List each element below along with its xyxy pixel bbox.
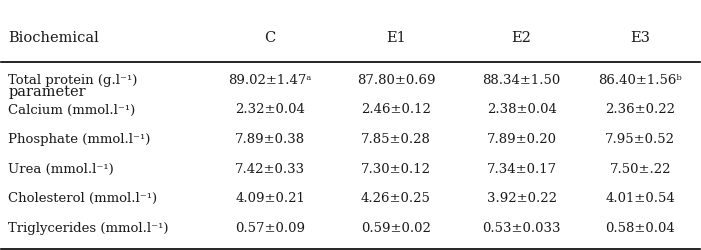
Text: 0.58±0.04: 0.58±0.04 — [606, 222, 675, 235]
Text: Urea (mmol.l⁻¹): Urea (mmol.l⁻¹) — [8, 163, 114, 176]
Text: 2.36±0.22: 2.36±0.22 — [605, 104, 675, 117]
Text: 86.40±1.56ᵇ: 86.40±1.56ᵇ — [599, 74, 682, 87]
Text: 89.02±1.47ᵃ: 89.02±1.47ᵃ — [229, 74, 312, 87]
Text: 3.92±0.22: 3.92±0.22 — [486, 192, 557, 205]
Text: E2: E2 — [512, 31, 531, 45]
Text: 7.89±0.20: 7.89±0.20 — [486, 133, 557, 146]
Text: 7.89±0.38: 7.89±0.38 — [235, 133, 305, 146]
Text: 7.30±0.12: 7.30±0.12 — [361, 163, 431, 176]
Text: Triglycerides (mmol.l⁻¹): Triglycerides (mmol.l⁻¹) — [8, 222, 169, 235]
Text: Biochemical: Biochemical — [8, 31, 99, 45]
Text: 2.32±0.04: 2.32±0.04 — [236, 104, 305, 117]
Text: 2.46±0.12: 2.46±0.12 — [361, 104, 431, 117]
Text: 4.01±0.54: 4.01±0.54 — [606, 192, 675, 205]
Text: E3: E3 — [630, 31, 651, 45]
Text: 0.57±0.09: 0.57±0.09 — [236, 222, 305, 235]
Text: E1: E1 — [386, 31, 406, 45]
Text: 7.42±0.33: 7.42±0.33 — [235, 163, 305, 176]
Text: Calcium (mmol.l⁻¹): Calcium (mmol.l⁻¹) — [8, 104, 135, 117]
Text: C: C — [264, 31, 275, 45]
Text: 7.95±0.52: 7.95±0.52 — [605, 133, 675, 146]
Text: Cholesterol (mmol.l⁻¹): Cholesterol (mmol.l⁻¹) — [8, 192, 158, 205]
Text: 7.50±.22: 7.50±.22 — [609, 163, 671, 176]
Text: 4.26±0.25: 4.26±0.25 — [361, 192, 431, 205]
Text: Total protein (g.l⁻¹): Total protein (g.l⁻¹) — [8, 74, 137, 87]
Text: 7.34±0.17: 7.34±0.17 — [486, 163, 557, 176]
Text: 0.53±0.033: 0.53±0.033 — [482, 222, 561, 235]
Text: 87.80±0.69: 87.80±0.69 — [357, 74, 435, 87]
Text: 4.09±0.21: 4.09±0.21 — [236, 192, 305, 205]
Text: 7.85±0.28: 7.85±0.28 — [361, 133, 431, 146]
Text: parameter: parameter — [8, 86, 86, 100]
Text: 0.59±0.02: 0.59±0.02 — [361, 222, 431, 235]
Text: 88.34±1.50: 88.34±1.50 — [482, 74, 561, 87]
Text: Phosphate (mmol.l⁻¹): Phosphate (mmol.l⁻¹) — [8, 133, 151, 146]
Text: 2.38±0.04: 2.38±0.04 — [486, 104, 557, 117]
